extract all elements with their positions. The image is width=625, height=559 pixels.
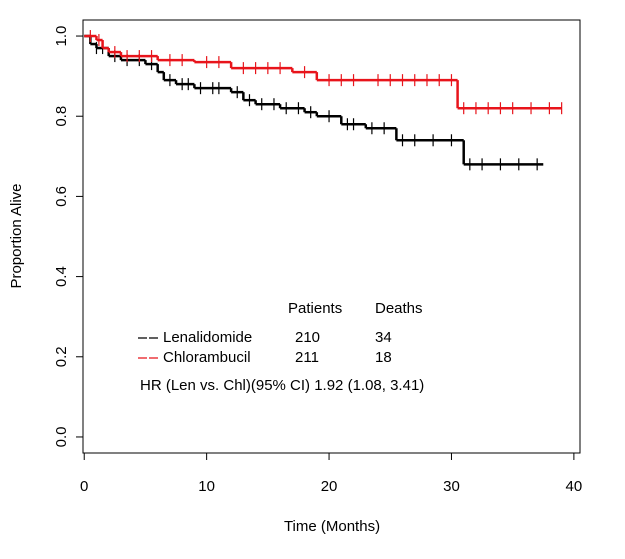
x-tick-label: 40 — [566, 478, 583, 495]
table-header: Deaths — [375, 300, 423, 317]
y-tick-label: 0.6 — [53, 186, 70, 207]
table-header: Patients — [288, 300, 342, 317]
x-tick-label: 10 — [198, 478, 215, 495]
y-tick-label: 0.4 — [53, 266, 70, 287]
patients: 210 — [295, 329, 320, 346]
y-tick-label: 1.0 — [53, 26, 70, 47]
y-tick-label: 0.0 — [53, 427, 70, 448]
x-tick-label: 30 — [443, 478, 460, 495]
y-axis-label: Proportion Alive — [8, 183, 25, 288]
y-tick-label: 0.2 — [53, 346, 70, 367]
legend-label: Chlorambucil — [163, 349, 251, 366]
x-tick-label: 20 — [321, 478, 338, 495]
hazard-ratio: HR (Len vs. Chl)(95% CI) 1.92 (1.08, 3.4… — [140, 377, 424, 394]
deaths: 18 — [375, 349, 392, 366]
x-axis-label: Time (Months) — [284, 518, 380, 535]
plot-frame — [82, 19, 581, 454]
deaths: 34 — [375, 329, 392, 346]
patients: 211 — [295, 349, 319, 366]
x-tick-label: 0 — [80, 478, 88, 495]
legend-label: Lenalidomide — [163, 329, 252, 346]
y-tick-label: 0.8 — [53, 106, 70, 127]
